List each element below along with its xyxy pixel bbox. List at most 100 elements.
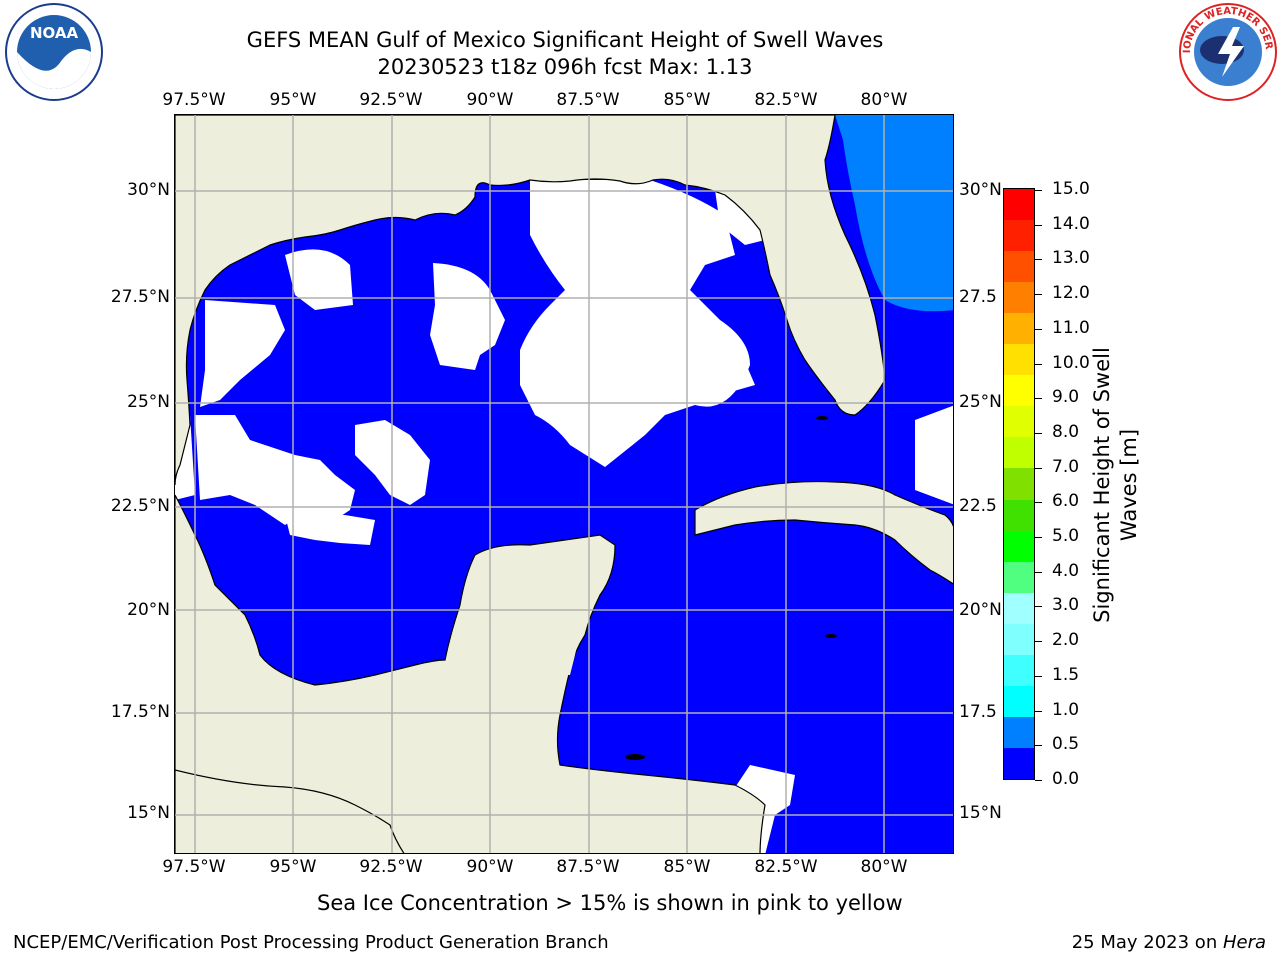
noaa-logo: NOAA: [4, 2, 104, 102]
colorbar-tick-mark: [1035, 745, 1042, 747]
colorbar-tick-mark: [1035, 571, 1042, 573]
colorbar-tick-mark: [1035, 467, 1042, 469]
colorbar-tick-mark: [1035, 641, 1042, 643]
colorbar-segment: [1004, 685, 1034, 717]
footer-host: Hera: [1222, 932, 1266, 953]
colorbar-segment: [1004, 436, 1034, 469]
lon-label-top: 97.5°W: [162, 90, 226, 110]
colorbar-tick-label: 1.5: [1052, 664, 1080, 685]
lon-label-top: 95°W: [269, 90, 317, 110]
lon-label-bottom: 87.5°W: [556, 857, 620, 877]
colorbar-tick-label: 0.5: [1052, 734, 1080, 755]
colorbar-tick-mark: [1035, 259, 1042, 261]
colorbar-tick-mark: [1035, 363, 1042, 365]
swell-height-map[interactable]: [174, 114, 954, 854]
colorbar-segment: [1004, 188, 1034, 221]
nws-logo: NATIONAL WEATHER SERVICE: [1174, 0, 1278, 102]
colorbar-tick-label: 10.0: [1052, 352, 1090, 373]
colorbar-tick-label: 15.0: [1052, 179, 1090, 199]
sea-ice-note: Sea Ice Concentration > 15% is shown in …: [317, 891, 903, 915]
colorbar-segment: [1004, 747, 1034, 779]
lon-label-bottom: 95°W: [269, 857, 317, 877]
swell-band-atlantic: [835, 115, 953, 312]
colorbar-tick-mark: [1035, 710, 1042, 712]
lat-label-right: 27.5: [959, 287, 997, 307]
colorbar-tick-mark: [1035, 502, 1042, 504]
missing-data-patches: [175, 140, 953, 853]
map-title-line2: 20230523 t18z 096h fcst Max: 1.13: [377, 55, 753, 79]
noaa-logo-text: NOAA: [30, 24, 79, 42]
colorbar-tick-mark: [1035, 780, 1042, 781]
colorbar-tick-mark: [1035, 675, 1042, 677]
lon-label-bottom: 80°W: [860, 857, 908, 877]
colorbar-tick-mark: [1035, 224, 1042, 226]
footer-branch: NCEP/EMC/Verification Post Processing Pr…: [13, 932, 609, 953]
lat-label-left: 17.5°N: [110, 702, 170, 722]
colorbar-tick-label: 5.0: [1052, 526, 1080, 547]
graticule: [175, 115, 953, 853]
colorbar-segment: [1004, 623, 1034, 655]
colorbar-segment: [1004, 281, 1034, 314]
lat-label-left: 15°N: [127, 803, 170, 823]
colorbar-segment: [1004, 405, 1034, 438]
colorbar-segment: [1004, 654, 1034, 686]
colorbar-label: Significant Height of Swell Waves [m]: [1090, 347, 1141, 623]
colorbar-tick-label: 14.0: [1052, 213, 1090, 234]
colorbar-tick-label: 11.0: [1052, 317, 1090, 338]
colorbar-tick-label: 12.0: [1052, 283, 1090, 304]
lon-label-bottom: 85°W: [663, 857, 711, 877]
colorbar-tick-mark: [1035, 190, 1042, 191]
lat-label-right: 22.5: [959, 496, 997, 516]
colorbar-segment: [1004, 374, 1034, 407]
lat-label-left: 22.5°N: [110, 496, 170, 516]
lon-label-top: 90°W: [466, 90, 514, 110]
colorbar-tick-label: 8.0: [1052, 421, 1080, 442]
lat-label-left: 25°N: [127, 392, 170, 412]
colorbar-tick-label: 9.0: [1052, 387, 1080, 408]
colorbar-segment: [1004, 219, 1034, 252]
colorbar-tick-mark: [1035, 398, 1042, 400]
colorbar-segment: [1004, 716, 1034, 748]
colorbar-segment: [1004, 312, 1034, 345]
colorbar-tick-label: 4.0: [1052, 560, 1080, 581]
lat-label-right: 30°N: [959, 180, 1002, 200]
lon-label-top: 92.5°W: [359, 90, 423, 110]
colorbar-tick-label: 6.0: [1052, 491, 1080, 512]
colorbar-tick-label: 13.0: [1052, 248, 1090, 269]
lon-label-top: 87.5°W: [556, 90, 620, 110]
lat-label-left: 27.5°N: [110, 287, 170, 307]
lon-label-top: 80°W: [860, 90, 908, 110]
colorbar-tick-label: 7.0: [1052, 456, 1080, 477]
colorbar-segment: [1004, 592, 1034, 624]
colorbar-tick-label: 3.0: [1052, 595, 1080, 616]
colorbar: [1003, 188, 1035, 780]
colorbar-tick-mark: [1035, 328, 1042, 330]
lon-label-bottom: 90°W: [466, 857, 514, 877]
small-islands: [625, 416, 837, 760]
colorbar-tick-mark: [1035, 537, 1042, 539]
map-title-line1: GEFS MEAN Gulf of Mexico Significant Hei…: [246, 28, 884, 52]
colorbar-segment: [1004, 530, 1034, 562]
lat-label-right: 25°N: [959, 392, 1002, 412]
footer-date: 25 May 2023 on Hera: [1072, 932, 1266, 953]
colorbar-tick-label: 0.0: [1052, 769, 1080, 789]
colorbar-segment: [1004, 250, 1034, 283]
lon-label-bottom: 82.5°W: [754, 857, 818, 877]
lat-label-right: 20°N: [959, 600, 1002, 620]
colorbar-segment: [1004, 499, 1034, 531]
colorbar-segment: [1004, 467, 1034, 500]
lon-label-top: 85°W: [663, 90, 711, 110]
colorbar-tick-label: 1.0: [1052, 699, 1080, 720]
lon-label-bottom: 92.5°W: [359, 857, 423, 877]
lon-label-bottom: 97.5°W: [162, 857, 226, 877]
colorbar-tick-mark: [1035, 606, 1042, 608]
colorbar-segment: [1004, 561, 1034, 593]
lat-label-left: 20°N: [127, 600, 170, 620]
lat-label-right: 15°N: [959, 803, 1002, 823]
lon-label-top: 82.5°W: [754, 90, 818, 110]
lat-label-right: 17.5: [959, 702, 997, 722]
colorbar-tick-label: 2.0: [1052, 630, 1080, 651]
colorbar-tick-mark: [1035, 432, 1042, 434]
colorbar-segment: [1004, 343, 1034, 376]
lat-label-left: 30°N: [127, 180, 170, 200]
